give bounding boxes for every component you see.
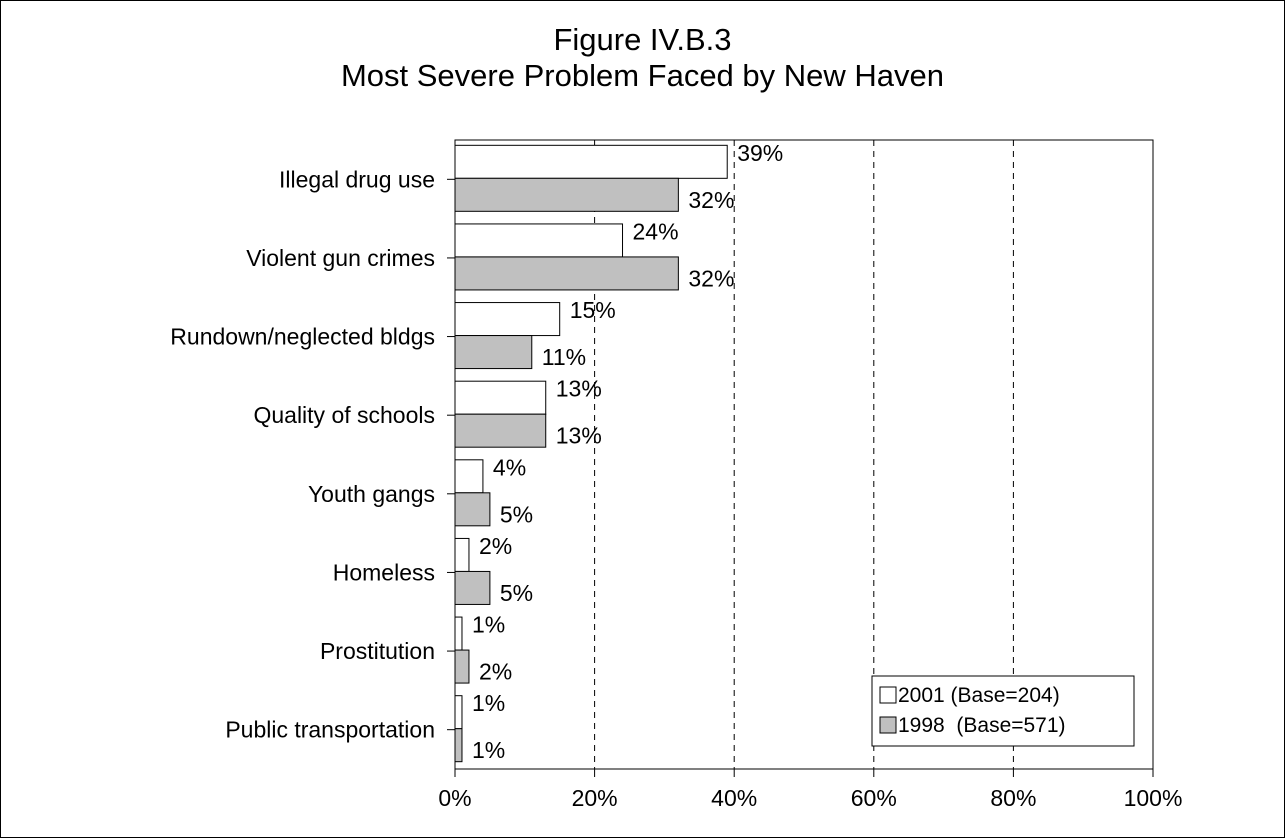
x-tick-label: 20% <box>572 785 618 811</box>
bar-series-1 <box>454 335 533 370</box>
category-label: Quality of schools <box>253 402 435 428</box>
bar-series-1 <box>454 177 679 212</box>
x-tick-label: 0% <box>438 785 471 811</box>
legend: 2001 (Base=204) 1998 (Base=571) <box>871 675 1135 747</box>
bar-series-0 <box>454 223 624 258</box>
bar-series-0 <box>454 537 470 572</box>
chart-title: Figure IV.B.3 <box>553 22 732 57</box>
bar-series-1 <box>454 256 679 291</box>
data-label: 4% <box>493 454 526 480</box>
bar-series-0 <box>454 616 463 651</box>
legend-box <box>871 675 1135 747</box>
bar-series-1 <box>454 728 463 763</box>
category-label: Public transportation <box>225 717 435 743</box>
bar-series-0 <box>454 144 728 179</box>
data-label: 2% <box>479 533 512 559</box>
data-label: 13% <box>556 376 602 402</box>
data-label: 24% <box>633 218 679 244</box>
plot-area-border <box>454 139 1154 770</box>
data-label: 32% <box>688 187 734 213</box>
chart-subtitle: Most Severe Problem Faced by New Haven <box>340 58 945 93</box>
data-label: 13% <box>556 423 602 449</box>
category-label: Homeless <box>333 559 435 585</box>
data-label: 39% <box>737 140 783 166</box>
bar-series-1 <box>454 413 547 448</box>
data-label: 15% <box>570 297 616 323</box>
data-label: 5% <box>500 501 533 527</box>
data-label: 2% <box>479 659 512 685</box>
bar-series-1 <box>454 570 491 605</box>
x-tick-label: 100% <box>1124 785 1183 811</box>
bar-series-1 <box>454 649 470 684</box>
data-label: 1% <box>472 612 505 638</box>
axes <box>447 139 1154 777</box>
x-tick-label: 60% <box>851 785 897 811</box>
bar-series-0 <box>454 380 547 415</box>
bars <box>454 144 728 763</box>
legend-swatch-0 <box>879 686 897 704</box>
category-label: Violent gun crimes <box>246 245 435 271</box>
bar-series-0 <box>454 302 561 337</box>
bar-series-0 <box>454 459 484 494</box>
legend-label-1: 1998 (Base=571) <box>898 714 1066 737</box>
category-label: Rundown/neglected bldgs <box>170 324 435 350</box>
category-label: Prostitution <box>320 638 435 664</box>
data-label: 32% <box>688 265 734 291</box>
legend-swatch-1 <box>879 716 897 734</box>
data-label: 1% <box>472 737 505 763</box>
bar-series-1 <box>454 492 491 527</box>
x-tick-label: 40% <box>711 785 757 811</box>
data-label: 11% <box>542 344 586 370</box>
category-label: Illegal drug use <box>279 166 435 192</box>
x-tick-label: 80% <box>990 785 1036 811</box>
bar-series-0 <box>454 695 463 730</box>
data-label: 1% <box>472 690 505 716</box>
legend-label-0: 2001 (Base=204) <box>898 684 1060 707</box>
data-label: 5% <box>500 580 533 606</box>
category-label: Youth gangs <box>308 481 435 507</box>
